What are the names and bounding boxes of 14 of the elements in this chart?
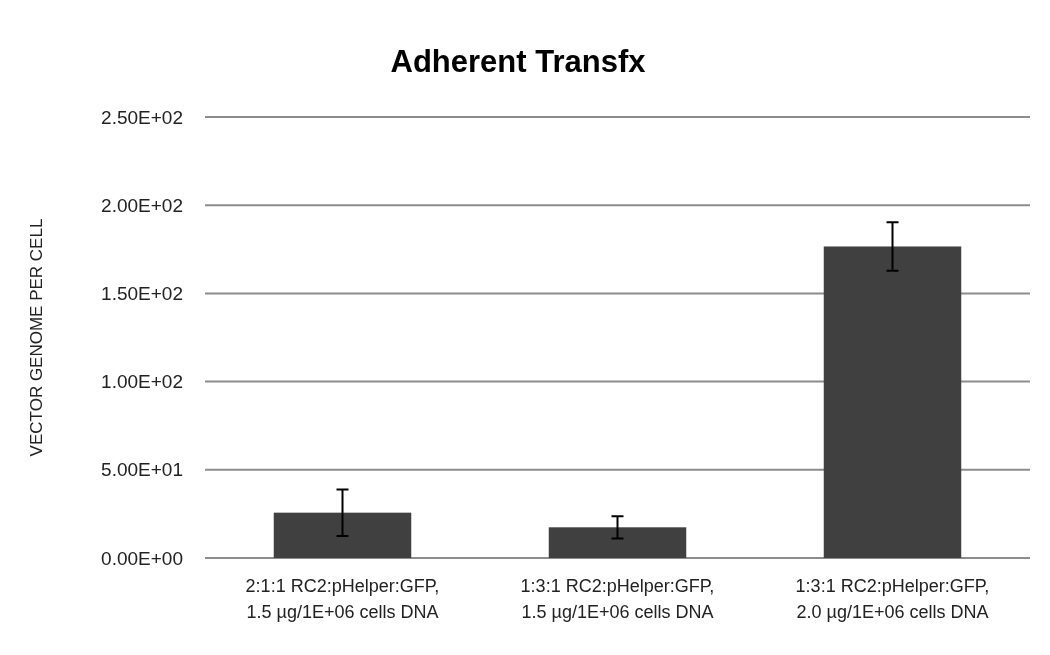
- y-tick-label: 1.00E+02: [101, 371, 183, 393]
- y-tick-label: 5.00E+01: [101, 459, 183, 481]
- chart-title: Adherent Transfx: [390, 44, 647, 79]
- bar: [548, 527, 687, 558]
- x-tick-label: 1:3:1 RC2:pHelper:GFP, 2.0 µg/1E+06 cells DNA: [795, 576, 990, 622]
- y-tick-label: 1.50E+02: [101, 282, 183, 304]
- bar: [273, 512, 412, 558]
- y-tick-label: 2.50E+02: [101, 106, 183, 128]
- y-axis-title: VECTOR GENOME PER CELL: [27, 218, 46, 457]
- x-tick-label: 2:1:1 RC2:pHelper:GFP, 1.5 µg/1E+06 cells DNA: [245, 576, 440, 622]
- y-tick-label: 0.00E+00: [101, 547, 183, 569]
- y-tick-label: 2.00E+02: [101, 194, 183, 216]
- x-tick-label: 1:3:1 RC2:pHelper:GFP, 1.5 µg/1E+06 cells DNA: [520, 576, 715, 622]
- bar: [823, 246, 962, 558]
